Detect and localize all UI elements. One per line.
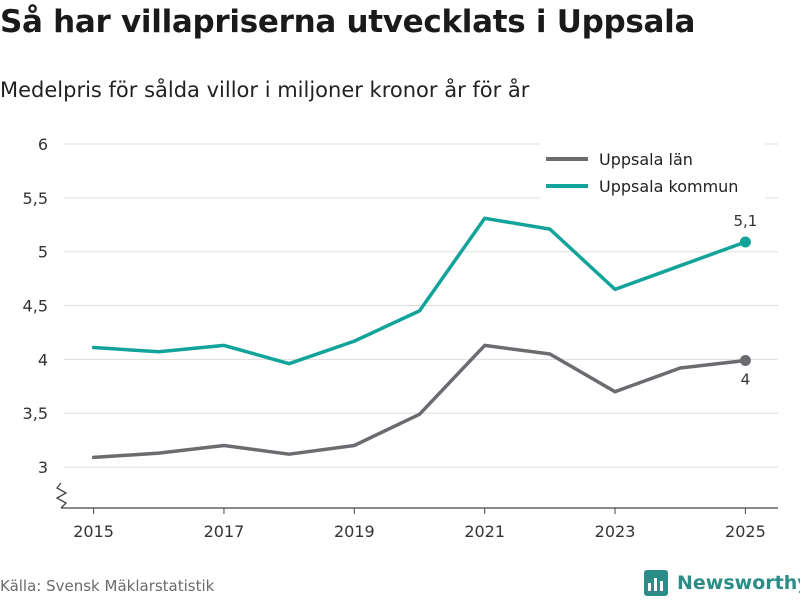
source-note: Källa: Svensk Mäklarstatistik	[0, 577, 215, 595]
y-axis-ticks: 3 3,5 4 4,5 5 5,5 6	[23, 135, 48, 477]
chart-subtitle: Medelpris för sålda villor i miljoner kr…	[0, 78, 530, 102]
axis-break-icon	[55, 482, 68, 509]
x-axis: 2015 2017 2019 2021 2023 2025	[55, 482, 778, 541]
y-tick-label: 3	[38, 458, 48, 477]
legend: Uppsala län Uppsala kommun	[540, 142, 765, 200]
x-tick-label: 2019	[334, 522, 375, 541]
x-tick-label: 2021	[464, 522, 505, 541]
x-tick-label: 2025	[725, 522, 766, 541]
end-label-lan: 4	[741, 370, 751, 388]
x-tick-label: 2017	[204, 522, 245, 541]
brand-name: Newsworthy	[677, 572, 800, 594]
y-tick-label: 3,5	[23, 404, 48, 423]
end-marker-lan	[739, 354, 751, 366]
series-line-kommun	[91, 216, 748, 366]
series-lines: 45,1	[91, 212, 757, 460]
x-tick-label: 2015	[73, 522, 114, 541]
newsworthy-icon	[644, 570, 668, 596]
x-tick-label: 2023	[595, 522, 636, 541]
legend-background	[540, 142, 765, 200]
brand-logo: Newsworthy	[644, 570, 800, 596]
series-line-lan	[91, 343, 748, 460]
y-tick-label: 4,5	[23, 297, 48, 316]
chart-title: Så har villapriserna utvecklats i Uppsal…	[0, 4, 696, 40]
y-tick-label: 4	[38, 350, 48, 369]
end-label-kommun: 5,1	[733, 212, 757, 230]
y-tick-label: 5	[38, 243, 48, 262]
legend-label-uppsala-kommun: Uppsala kommun	[599, 177, 738, 196]
y-tick-label: 6	[38, 135, 48, 154]
legend-label-uppsala-lan: Uppsala län	[599, 150, 693, 169]
end-marker-kommun	[739, 236, 751, 248]
y-tick-label: 5,5	[23, 189, 48, 208]
